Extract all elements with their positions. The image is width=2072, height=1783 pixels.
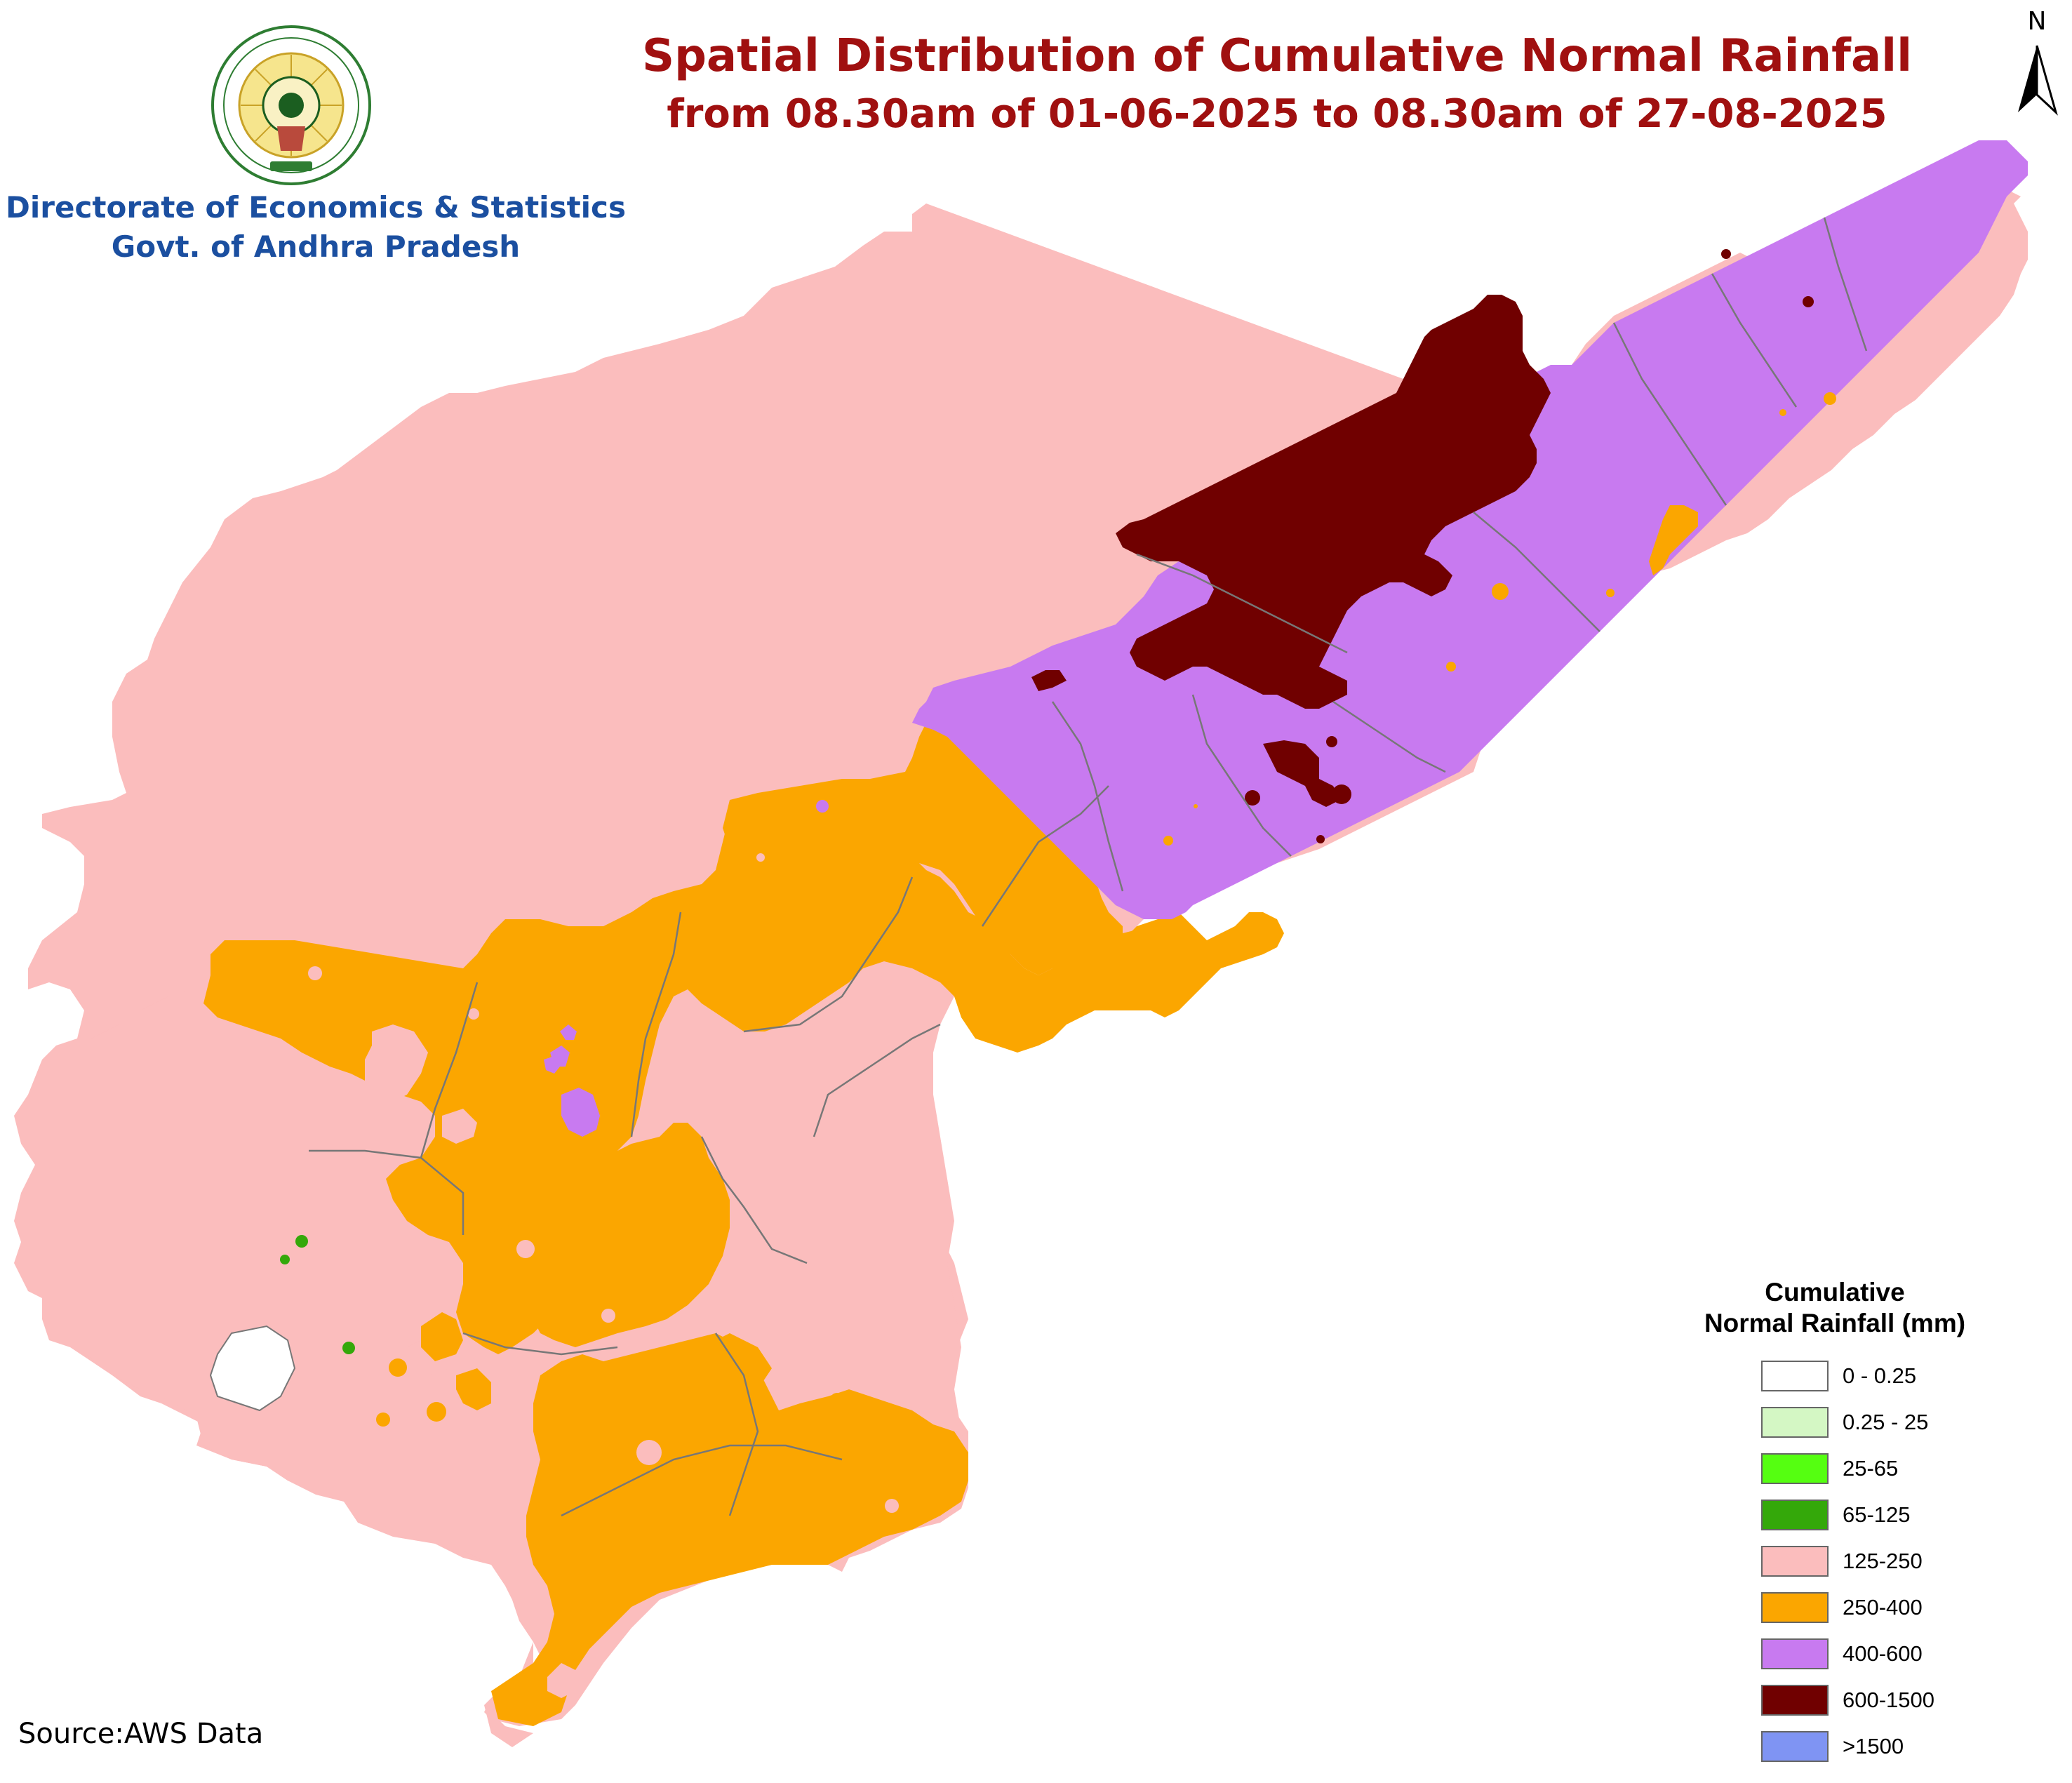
andhra-pradesh-emblem-icon — [211, 25, 371, 185]
legend-items: 0 - 0.25 0.25 - 25 25-65 65-125 125-250 250-4… — [1761, 1353, 2000, 1770]
legend-label: >1500 — [1843, 1734, 1904, 1758]
purple-spots — [544, 800, 829, 1137]
legend-label: 400-600 — [1843, 1641, 1923, 1666]
legend-label: 125-250 — [1843, 1549, 1923, 1573]
north-arrow-icon — [2018, 45, 2058, 116]
title-line-1: Spatial Distribution of Cumulative Norma… — [642, 30, 1912, 82]
legend-item: 125-250 — [1761, 1538, 2000, 1584]
legend-swatch — [1761, 1638, 1829, 1669]
north-arrow: N — [2012, 7, 2061, 119]
legend-label: 0.25 - 25 — [1843, 1410, 1929, 1434]
zone-250-400-kadapa — [449, 1123, 730, 1347]
zone-600-1500-agency — [1116, 295, 1551, 709]
legend-label: 250-400 — [1843, 1595, 1923, 1620]
legend-item: 0 - 0.25 — [1761, 1353, 2000, 1399]
legend-item: 400-600 — [1761, 1631, 2000, 1677]
maroon-spots — [1245, 249, 1814, 843]
zone-0-0.25 — [209, 1325, 296, 1412]
legend: Cumulative Normal Rainfall (mm) 0 - 0.25… — [1670, 1277, 2000, 1770]
map-title: Spatial Distribution of Cumulative Norma… — [0, 28, 2072, 140]
legend-title: Cumulative Normal Rainfall (mm) — [1670, 1277, 2000, 1339]
zone-250-400-south — [491, 1333, 968, 1726]
legend-label: 600-1500 — [1843, 1688, 1935, 1712]
legend-item: >1500 — [1761, 1723, 2000, 1770]
zone-250-400-north-kurnool — [203, 779, 1193, 1354]
org-line-2: Govt. of Andhra Pradesh — [111, 229, 521, 264]
zone-250-400-coastal — [723, 723, 1123, 975]
legend-swatch — [1761, 1685, 1829, 1716]
legend-swatch — [1761, 1731, 1829, 1762]
pink-spots — [308, 853, 899, 1698]
legend-swatch — [1761, 1407, 1829, 1438]
legend-swatch — [1761, 1500, 1829, 1530]
green-spots — [280, 1235, 355, 1354]
orange-spots-south — [376, 1312, 844, 1427]
legend-title-line-1: Cumulative — [1765, 1278, 1905, 1307]
legend-item: 600-1500 — [1761, 1677, 2000, 1723]
legend-swatch — [1761, 1546, 1829, 1577]
north-label: N — [2027, 7, 2047, 36]
legend-label: 25-65 — [1843, 1456, 1899, 1481]
legend-swatch — [1761, 1361, 1829, 1391]
org-line-1: Directorate of Economics & Statistics — [6, 190, 626, 225]
source-note: Source:AWS Data — [18, 1718, 264, 1750]
legend-label: 0 - 0.25 — [1843, 1363, 1917, 1388]
legend-item: 250-400 — [1761, 1584, 2000, 1631]
legend-item: 65-125 — [1761, 1492, 2000, 1538]
legend-swatch — [1761, 1453, 1829, 1484]
organization-name: Directorate of Economics & Statistics Go… — [0, 188, 631, 267]
district-boundaries — [309, 217, 1868, 1517]
title-line-2: from 08.30am of 01-06-2025 to 08.30am of… — [667, 91, 1887, 137]
legend-item: 25-65 — [1761, 1445, 2000, 1492]
orange-spots — [1163, 392, 1836, 846]
zone-250-400-krishna — [1123, 912, 1284, 1017]
legend-swatch — [1761, 1592, 1829, 1623]
zone-600-1500-small — [1031, 670, 1067, 691]
legend-item: 0.25 - 25 — [1761, 1399, 2000, 1445]
legend-label: 65-125 — [1843, 1502, 1911, 1527]
legend-title-line-2: Normal Rainfall (mm) — [1704, 1309, 1966, 1337]
